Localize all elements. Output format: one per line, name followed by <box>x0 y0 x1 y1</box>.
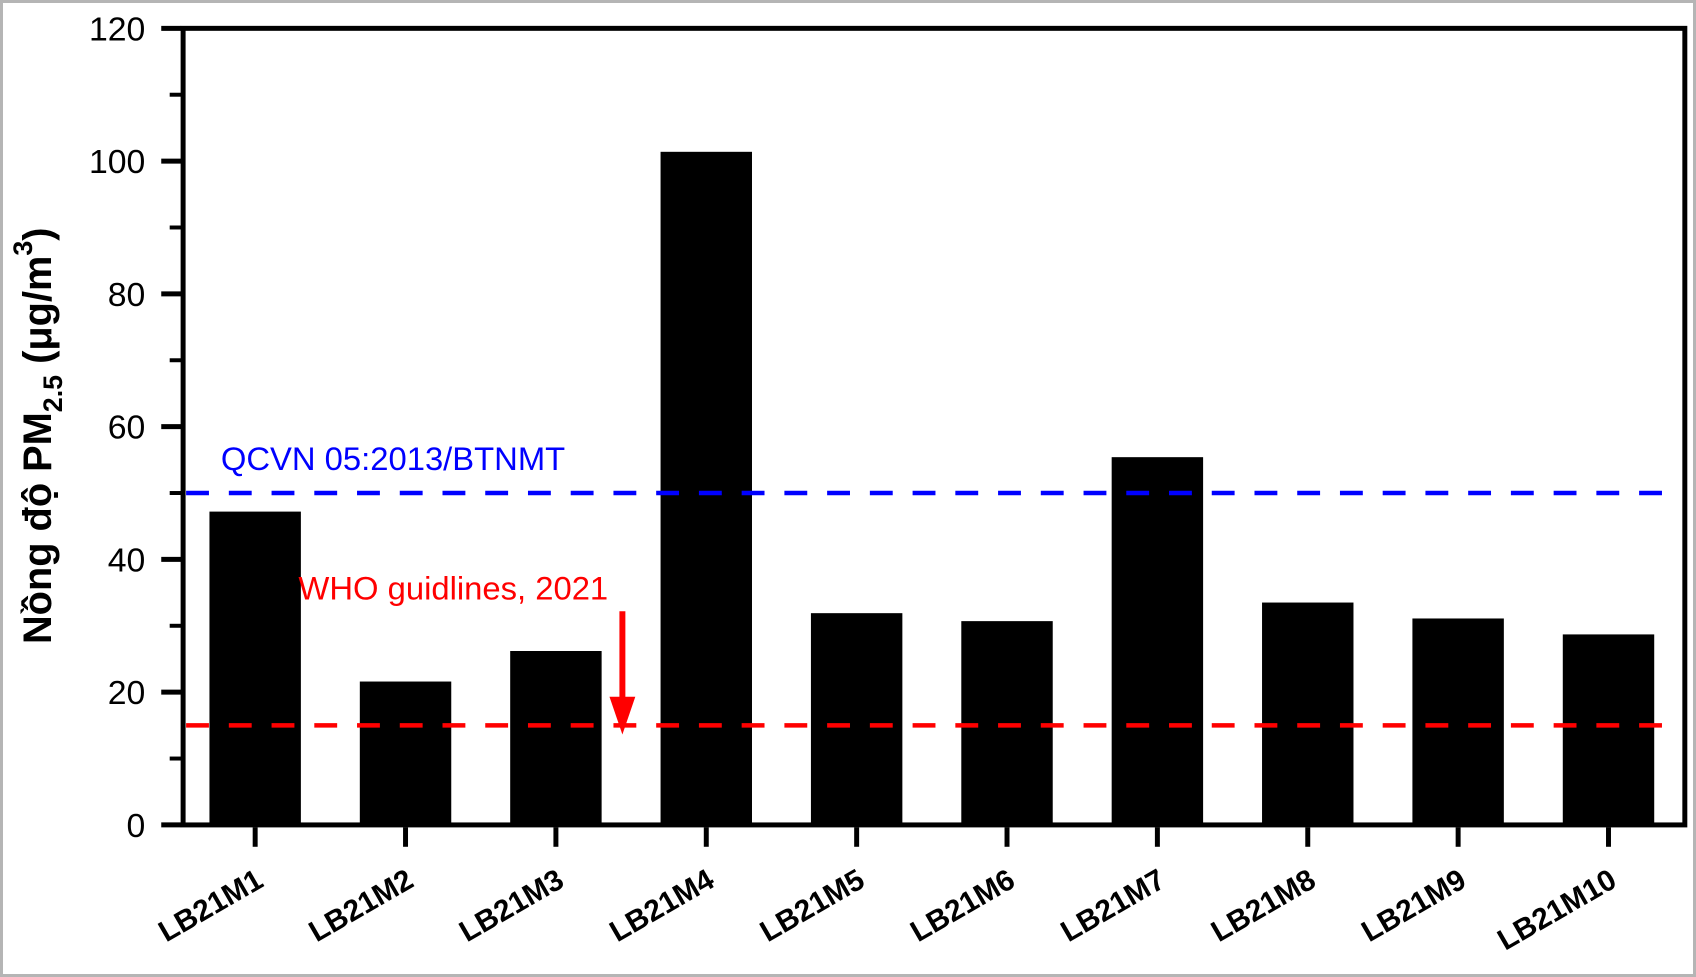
plot-frame <box>180 25 1688 828</box>
y-axis-tick-label: 60 <box>108 409 146 447</box>
y-axis-tick-label: 40 <box>108 541 146 579</box>
bar-LB21M3 <box>510 651 602 825</box>
bar-LB21M7 <box>1111 457 1204 825</box>
down-arrow-icon <box>609 696 636 735</box>
y-axis-tick-label: 100 <box>89 143 145 181</box>
x-axis-tick-label: LB21M3 <box>454 863 569 949</box>
bar-LB21M9 <box>1412 618 1504 825</box>
bar-LB21M4 <box>660 151 752 825</box>
x-axis-tick-label: LB21M9 <box>1356 863 1471 949</box>
qcvn-annotation: QCVN 05:2013/BTNMT <box>221 440 565 477</box>
x-axis-tick-label: LB21M5 <box>755 863 870 949</box>
y-axis-title-prefix: Nồng độ PM <box>16 412 60 644</box>
bar-LB21M2 <box>359 681 452 825</box>
y-axis-title-mid: (μg/m <box>16 256 60 375</box>
y-axis-tick-label: 80 <box>108 276 146 314</box>
y-axis-title: Nồng độ PM2.5 (μg/m3) <box>8 227 68 644</box>
bar-LB21M10 <box>1562 634 1655 825</box>
y-axis-tick-label: 0 <box>127 807 146 845</box>
x-axis-tick-label: LB21M10 <box>1492 863 1622 957</box>
x-axis-tick-label: LB21M2 <box>304 863 419 949</box>
pm25-bar-chart: 0 20 40 60 80 100 120 LB21M1 LB21M2 LB21M3 LB21M4 L… <box>8 10 1688 957</box>
bar-LB21M6 <box>961 621 1053 825</box>
y-axis-tick-label: 120 <box>89 10 145 48</box>
x-axis-tick-label: LB21M8 <box>1206 863 1321 949</box>
bar-LB21M5 <box>810 613 903 825</box>
x-axis-tick-label: LB21M4 <box>604 863 720 949</box>
bar-LB21M8 <box>1262 602 1354 825</box>
who-annotation: WHO guidlines, 2021 <box>298 569 608 606</box>
y-axis-title-superscript: 3 <box>8 241 38 256</box>
y-axis-title-suffix: ) <box>16 227 60 240</box>
x-axis-tick-label: LB21M6 <box>905 863 1020 949</box>
y-axis-title-subscript: 2.5 <box>38 375 68 412</box>
x-axis-tick-label: LB21M7 <box>1055 863 1170 949</box>
bar-LB21M1 <box>209 511 301 825</box>
y-axis-tick-label: 20 <box>108 674 146 712</box>
x-axis-tick-label: LB21M1 <box>153 863 268 949</box>
